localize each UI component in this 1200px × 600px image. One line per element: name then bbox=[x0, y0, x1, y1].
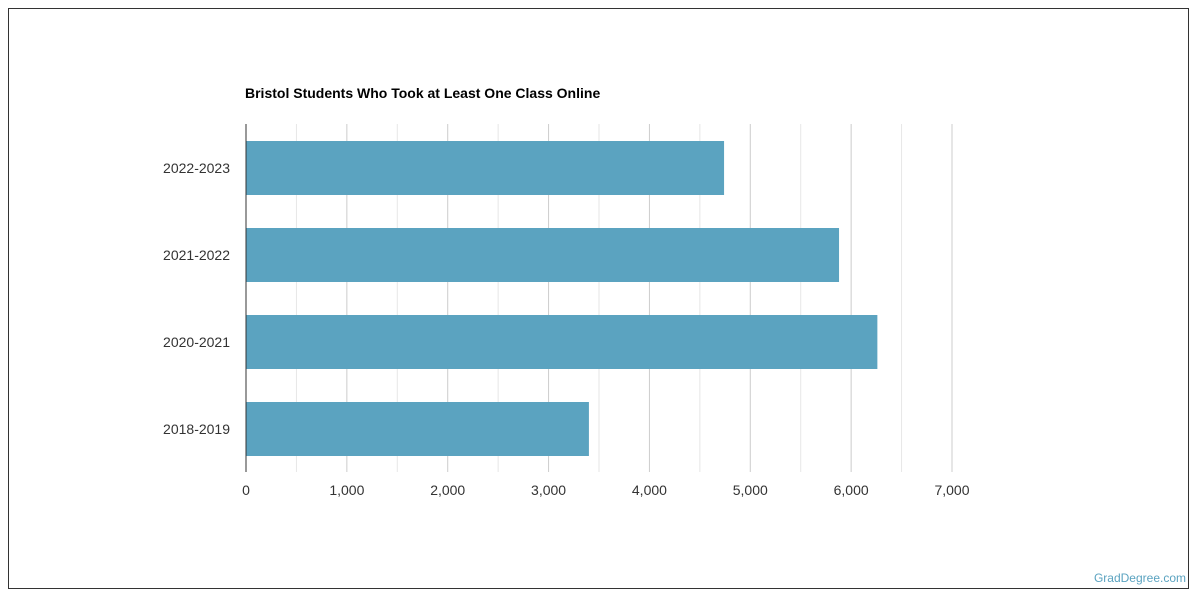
category-labels: 2022-2023 2021-2022 2020-2021 2018-2019 bbox=[163, 160, 230, 437]
x-tick-label: 3,000 bbox=[531, 482, 566, 498]
category-label: 2021-2022 bbox=[163, 247, 230, 263]
x-tick-label: 1,000 bbox=[329, 482, 364, 498]
category-label: 2022-2023 bbox=[163, 160, 230, 176]
bar-2020-2021[interactable] bbox=[246, 315, 878, 369]
x-tick-label: 7,000 bbox=[934, 482, 969, 498]
bar-2021-2022[interactable] bbox=[246, 228, 840, 282]
category-label: 2018-2019 bbox=[163, 421, 230, 437]
x-tick-label: 2,000 bbox=[430, 482, 465, 498]
x-tick-label: 6,000 bbox=[834, 482, 869, 498]
x-tick-label: 4,000 bbox=[632, 482, 667, 498]
x-tick-label: 0 bbox=[242, 482, 250, 498]
chart-title: Bristol Students Who Took at Least One C… bbox=[245, 85, 601, 101]
x-tick-label: 5,000 bbox=[733, 482, 768, 498]
category-label: 2020-2021 bbox=[163, 334, 230, 350]
bar-2022-2023[interactable] bbox=[246, 141, 725, 195]
bar-2018-2019[interactable] bbox=[246, 402, 589, 456]
watermark-link[interactable]: GradDegree.com bbox=[1093, 571, 1186, 585]
bars bbox=[246, 141, 878, 456]
x-tick-labels: 0 1,000 2,000 3,000 4,000 5,000 6,000 7,000 bbox=[242, 482, 970, 498]
